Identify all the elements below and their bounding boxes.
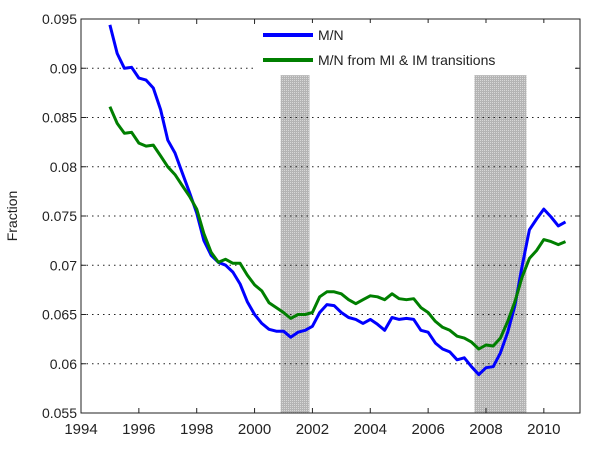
- x-tick-label: 2002: [296, 421, 329, 438]
- y-tick-label: 0.095: [42, 11, 77, 27]
- y-tick-label: 0.055: [42, 405, 77, 421]
- x-tick-label: 2000: [238, 421, 271, 438]
- recession-shade: [280, 75, 310, 414]
- x-tick-label: 1998: [180, 421, 213, 438]
- x-tick-label: 2004: [354, 421, 387, 438]
- y-tick-label: 0.06: [50, 356, 77, 372]
- x-tick-label: 2006: [411, 421, 444, 438]
- y-tick-label: 0.08: [50, 159, 77, 175]
- y-tick-label: 0.07: [50, 257, 77, 273]
- x-tick-label: 1994: [64, 421, 97, 438]
- y-tick-label: 0.065: [42, 307, 77, 323]
- legend-background: [255, 23, 575, 71]
- legend-label-mn: M/N: [318, 27, 344, 43]
- recession-shade: [474, 75, 527, 414]
- legend-label-mn-transitions: M/N from MI & IM transitions: [318, 52, 495, 68]
- x-tick-label: 2010: [527, 421, 560, 438]
- series-line-0: [108, 24, 567, 377]
- legend: M/N M/N from MI & IM transitions: [255, 23, 575, 71]
- x-tick-label: 2008: [469, 421, 502, 438]
- x-tick-label: 1996: [122, 421, 155, 438]
- y-tick-label: 0.075: [42, 208, 77, 224]
- y-tick-label: 0.09: [50, 60, 77, 76]
- series-line-1: [108, 106, 567, 351]
- y-tick-label: 0.085: [42, 110, 77, 126]
- y-axis-label: Fraction: [4, 191, 20, 242]
